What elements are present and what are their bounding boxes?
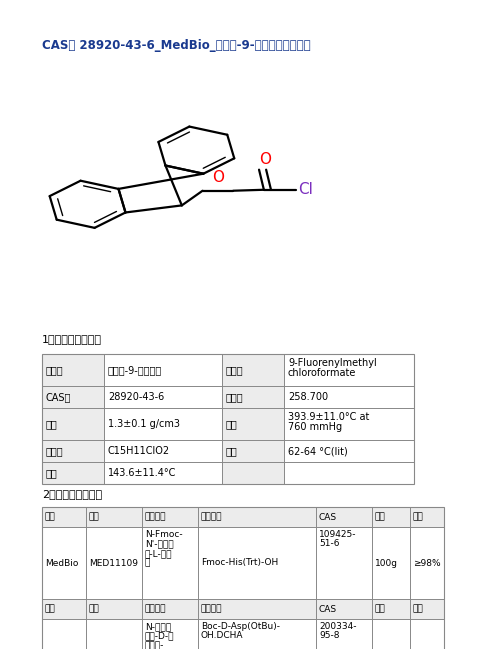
Text: 纯度: 纯度: [412, 513, 423, 522]
Text: 1.3±0.1 g/cm3: 1.3±0.1 g/cm3: [108, 419, 180, 429]
Bar: [42, 386, 104, 408]
Text: 62-64 °C(lit): 62-64 °C(lit): [288, 446, 347, 456]
Text: 英文名: 英文名: [225, 365, 243, 375]
Text: 货号: 货号: [89, 513, 100, 522]
Bar: [221, 354, 284, 386]
Bar: [409, 507, 443, 527]
Bar: [42, 354, 104, 386]
Text: 200334-: 200334-: [318, 622, 356, 631]
Bar: [86, 599, 142, 619]
Text: N-Fmoc-: N-Fmoc-: [145, 530, 182, 539]
Text: O: O: [259, 153, 271, 167]
Text: MED11109: MED11109: [89, 559, 138, 567]
Text: 95-8: 95-8: [318, 631, 339, 641]
Bar: [371, 507, 409, 527]
Text: 760 mmHg: 760 mmHg: [288, 422, 342, 432]
Text: 中文名称: 中文名称: [145, 513, 166, 522]
Bar: [86, 507, 142, 527]
Text: CAS: CAS: [318, 604, 337, 613]
Bar: [315, 599, 371, 619]
Text: 常用名: 常用名: [46, 365, 64, 375]
Bar: [197, 507, 315, 527]
Bar: [409, 599, 443, 619]
Text: chloroformate: chloroformate: [288, 368, 356, 378]
Text: 基-L-组氨: 基-L-组氨: [145, 549, 172, 558]
Bar: [42, 462, 104, 484]
Text: 英文名称: 英文名称: [200, 604, 222, 613]
Text: CAS号 28920-43-6_MedBio_氯甲酸-9-芴基甲酯物理参数: CAS号 28920-43-6_MedBio_氯甲酸-9-芴基甲酯物理参数: [42, 39, 310, 52]
Bar: [42, 408, 104, 440]
Bar: [42, 354, 413, 484]
Text: 沸点: 沸点: [225, 419, 237, 429]
Text: 冬氨酸-: 冬氨酸-: [145, 641, 164, 649]
Text: Boc-D-Asp(OtBu)-: Boc-D-Asp(OtBu)-: [200, 622, 280, 631]
Bar: [221, 462, 284, 484]
Text: 109425-: 109425-: [318, 530, 356, 539]
Text: N'-三苯甲: N'-三苯甲: [145, 539, 173, 548]
Bar: [221, 440, 284, 462]
Text: OH.DCHA: OH.DCHA: [200, 631, 243, 641]
Bar: [197, 599, 315, 619]
Text: N-叔丁氧: N-叔丁氧: [145, 622, 171, 631]
Text: 258.700: 258.700: [288, 392, 328, 402]
Bar: [142, 599, 197, 619]
Text: 分子式: 分子式: [46, 446, 64, 456]
Text: 100g: 100g: [374, 559, 397, 567]
Text: 9-Fluorenylmethyl: 9-Fluorenylmethyl: [288, 358, 376, 368]
Text: CAS号: CAS号: [46, 392, 71, 402]
Bar: [315, 507, 371, 527]
Bar: [221, 408, 284, 440]
Bar: [42, 599, 86, 619]
Text: 包装: 包装: [374, 513, 385, 522]
Text: 2、同类产品列表：: 2、同类产品列表：: [42, 489, 102, 499]
Bar: [371, 599, 409, 619]
Text: 中文名称: 中文名称: [145, 604, 166, 613]
Text: 143.6±11.4°C: 143.6±11.4°C: [108, 468, 176, 478]
Text: 闪点: 闪点: [46, 468, 58, 478]
Text: 51-6: 51-6: [318, 539, 339, 548]
Text: ≥98%: ≥98%: [412, 559, 440, 567]
Text: Fmoc-His(Trt)-OH: Fmoc-His(Trt)-OH: [200, 559, 278, 567]
Text: Cl: Cl: [297, 182, 312, 197]
Text: CAS: CAS: [318, 513, 337, 522]
Text: 氯甲酸-9-芴基甲酯: 氯甲酸-9-芴基甲酯: [108, 365, 162, 375]
Text: 28920-43-6: 28920-43-6: [108, 392, 164, 402]
Text: C15H11ClO2: C15H11ClO2: [108, 446, 170, 456]
Text: 纯度: 纯度: [412, 604, 423, 613]
Text: 羰基-D-天: 羰基-D-天: [145, 631, 174, 641]
Text: 393.9±11.0°C at: 393.9±11.0°C at: [288, 412, 369, 422]
Text: 密度: 密度: [46, 419, 58, 429]
Bar: [42, 507, 443, 649]
Text: 熔点: 熔点: [225, 446, 237, 456]
Text: 1、产品物理参数：: 1、产品物理参数：: [42, 334, 102, 344]
Text: MedBio: MedBio: [45, 559, 78, 567]
Text: 分子量: 分子量: [225, 392, 243, 402]
Bar: [221, 386, 284, 408]
Text: 英文名称: 英文名称: [200, 513, 222, 522]
Text: 货号: 货号: [89, 604, 100, 613]
Bar: [42, 507, 86, 527]
Text: O: O: [211, 171, 223, 186]
Text: 包装: 包装: [374, 604, 385, 613]
Text: 品牌: 品牌: [45, 513, 56, 522]
Bar: [142, 507, 197, 527]
Text: 品牌: 品牌: [45, 604, 56, 613]
Text: 酸: 酸: [145, 559, 150, 567]
Bar: [42, 440, 104, 462]
